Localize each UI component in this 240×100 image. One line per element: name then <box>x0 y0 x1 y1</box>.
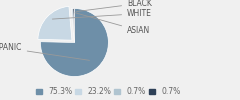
Wedge shape <box>38 6 72 40</box>
Text: HISPANIC: HISPANIC <box>0 43 90 60</box>
Text: BLACK: BLACK <box>77 0 152 12</box>
Wedge shape <box>40 8 108 76</box>
Text: ASIAN: ASIAN <box>75 13 150 35</box>
Wedge shape <box>73 8 74 42</box>
Legend: 75.3%, 23.2%, 0.7%, 0.7%: 75.3%, 23.2%, 0.7%, 0.7% <box>36 87 180 96</box>
Wedge shape <box>72 8 74 42</box>
Text: WHITE: WHITE <box>52 9 152 19</box>
